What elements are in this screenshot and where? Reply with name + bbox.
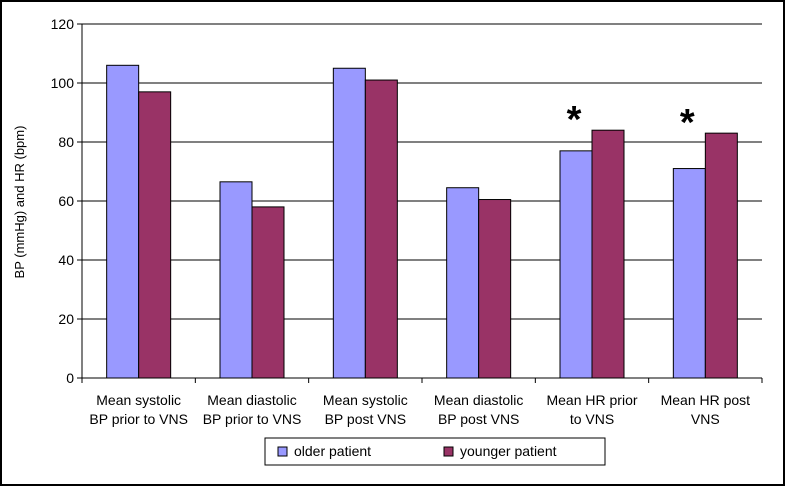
y-tick-label: 40: [58, 252, 74, 268]
y-tick-label: 80: [58, 134, 74, 150]
legend-label-younger: younger patient: [460, 443, 557, 459]
bar-younger-patient-2: [364, 79, 398, 379]
y-tick-label: 100: [51, 75, 75, 91]
y-tick-label: 60: [58, 193, 74, 209]
x-category-label: Mean HR post VNS: [661, 392, 751, 427]
y-tick-labels: 0 20 40 60 80 100 120: [51, 16, 75, 386]
x-category-label: Mean systolic BP post VNS: [323, 392, 408, 427]
bar-older-patient-2: [332, 67, 366, 379]
bar-younger-patient-1: [251, 206, 285, 379]
legend-swatch-younger: [443, 446, 454, 457]
legend: older patient younger patient: [264, 437, 606, 466]
bar-older-patient-5: [672, 168, 706, 379]
bar-older-patient-3: [446, 187, 480, 379]
gridlines: [82, 23, 762, 320]
x-category-labels: Mean systolic BP prior to VNS Mean diastol…: [89, 392, 750, 427]
legend-label-older: older patient: [294, 443, 371, 459]
x-category-label: Mean systolic BP prior to VNS: [89, 392, 188, 427]
annotations: * *: [567, 99, 695, 144]
bar-older-patient-1: [219, 181, 253, 379]
y-tick-label: 0: [66, 370, 74, 386]
significance-marker: *: [680, 102, 695, 144]
y-axis-title: BP (mmHg) and HR (bpm): [12, 126, 27, 279]
x-category-label: Mean diastolic BP post VNS: [434, 392, 524, 427]
bars: [106, 64, 738, 379]
bar-older-patient-0: [106, 64, 140, 379]
bar-younger-patient-5: [704, 132, 738, 379]
legend-box: [264, 437, 606, 466]
y-tick-label: 120: [51, 16, 75, 32]
legend-swatch-older: [277, 446, 288, 457]
bar-younger-patient-3: [478, 199, 512, 379]
bar-younger-patient-4: [591, 129, 625, 379]
axes: [77, 23, 763, 383]
significance-marker: *: [567, 99, 582, 141]
x-category-label: Mean HR prior to VNS: [546, 392, 637, 427]
bar-younger-patient-0: [138, 91, 172, 379]
bar-older-patient-4: [559, 150, 593, 379]
y-tick-label: 20: [58, 311, 74, 327]
x-category-label: Mean diastolic BP prior to VNS: [203, 392, 302, 427]
